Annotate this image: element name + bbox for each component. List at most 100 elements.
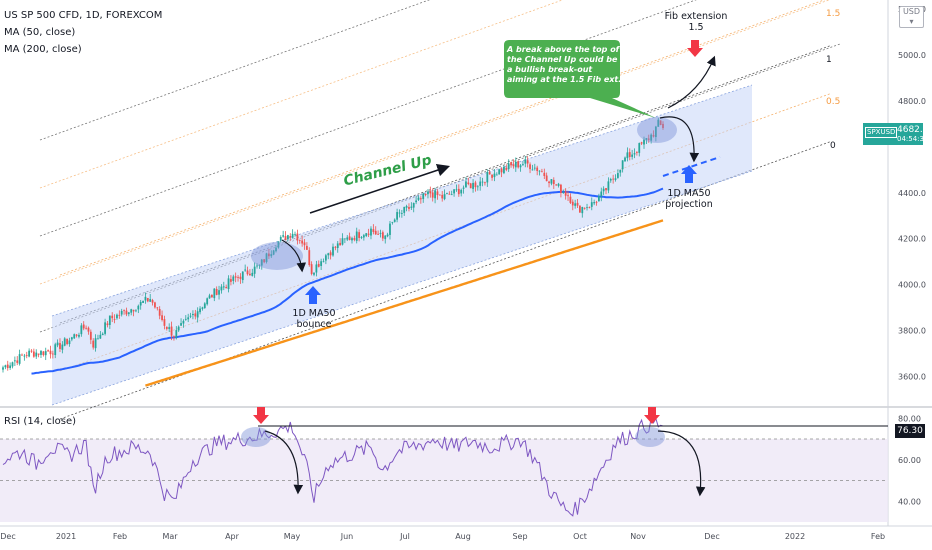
rsi-tick-label: 80.00 xyxy=(898,414,921,423)
candle-body xyxy=(467,182,470,185)
candle-body xyxy=(588,207,591,209)
channel-top-line xyxy=(51,84,753,317)
candle-body xyxy=(184,318,187,320)
callout-bubble xyxy=(504,40,656,118)
candle-body xyxy=(42,351,45,356)
candle-body xyxy=(536,167,539,172)
candle-body xyxy=(80,325,83,335)
candle-body xyxy=(351,238,353,241)
candle-body xyxy=(6,364,9,369)
candle-body xyxy=(514,161,517,168)
candle-body xyxy=(40,350,42,355)
candle-body xyxy=(422,193,425,200)
candle-body xyxy=(4,365,7,368)
fib-parallel-line xyxy=(39,0,564,189)
candle-body xyxy=(465,181,467,188)
candle-body xyxy=(220,286,223,291)
ma200-legend: MA (200, close) xyxy=(4,44,82,55)
candle-body xyxy=(343,238,346,240)
ma50-projection-note: 1D MA50 projection xyxy=(660,188,718,210)
fib-line-1.5 xyxy=(59,0,826,276)
candle-body xyxy=(474,182,477,188)
candle-body xyxy=(327,253,330,256)
price-tick-label: 5000.0 xyxy=(898,51,926,60)
candle-body xyxy=(362,235,365,238)
candle-body xyxy=(108,315,111,325)
candle-body xyxy=(203,303,206,309)
candle-body xyxy=(51,353,54,355)
candle-body xyxy=(286,235,289,240)
rsi-tick-label: 40.00 xyxy=(898,497,921,506)
candle-body xyxy=(230,279,232,282)
candle-body xyxy=(379,233,382,234)
candle-body xyxy=(25,354,28,356)
price-tick-label: 4800.0 xyxy=(898,97,926,106)
candle-body xyxy=(54,344,57,356)
time-tick-label: Feb xyxy=(113,532,127,541)
candle-body xyxy=(151,300,154,303)
candle-body xyxy=(358,232,361,238)
candle-body xyxy=(469,183,472,189)
candle-body xyxy=(222,286,225,288)
price-tick-label: 4000.0 xyxy=(898,281,926,290)
candle-body xyxy=(512,164,515,167)
candle-body xyxy=(170,326,173,336)
ma50-bounce-title: 1D MA50 xyxy=(292,308,336,319)
rsi-highlight-ellipse xyxy=(635,427,665,447)
candle-body xyxy=(97,338,99,340)
candle-body xyxy=(118,314,121,316)
fib-parallel-line xyxy=(39,0,831,285)
candle-body xyxy=(272,250,275,255)
candle-body xyxy=(156,307,159,309)
candle-body xyxy=(657,119,660,127)
time-tick-label: May xyxy=(284,532,301,541)
candle-body xyxy=(408,206,410,209)
candle-body xyxy=(391,221,394,223)
candle-body xyxy=(218,290,220,295)
candle-body xyxy=(23,355,26,357)
time-tick-label: Jun xyxy=(340,532,354,541)
candle-body xyxy=(270,254,273,257)
candle-body xyxy=(47,350,50,352)
candle-body xyxy=(265,253,268,262)
candle-body xyxy=(631,154,634,157)
candle-body xyxy=(32,351,35,357)
candle-body xyxy=(260,259,263,266)
currency-selector[interactable]: USD ▾ xyxy=(899,6,924,28)
candle-body xyxy=(99,334,102,339)
candle-body xyxy=(597,196,600,202)
ma50-bounce-sub: bounce xyxy=(296,319,332,330)
time-tick-label: Nov xyxy=(630,532,646,541)
candle-body xyxy=(493,173,496,178)
candle-body xyxy=(590,202,593,207)
candle-body xyxy=(635,152,638,153)
time-tick-label: Dec xyxy=(0,532,15,541)
candle-body xyxy=(370,228,372,236)
candle-body xyxy=(647,138,650,140)
candle-body xyxy=(301,240,304,244)
candle-body xyxy=(125,310,128,315)
candle-body xyxy=(633,153,636,155)
candle-body xyxy=(619,169,622,173)
candle-body xyxy=(593,202,596,204)
candle-body xyxy=(315,264,318,273)
candle-body xyxy=(208,295,211,299)
candle-body xyxy=(524,159,527,164)
candle-body xyxy=(548,181,550,184)
time-tick-label: Dec xyxy=(704,532,719,541)
candle-body xyxy=(329,252,332,256)
candle-body xyxy=(237,277,239,278)
candle-body xyxy=(163,319,166,326)
candle-body xyxy=(659,120,662,126)
top-highlight-ellipse xyxy=(637,117,677,143)
time-tick-label: Sep xyxy=(512,532,527,541)
pullback-arrow xyxy=(281,239,307,273)
ma50-projection-sub: projection xyxy=(665,199,713,210)
channel-bottom-line xyxy=(51,170,753,406)
candle-body xyxy=(116,314,118,319)
candle-body xyxy=(310,264,313,274)
candle-body xyxy=(120,310,123,315)
candle-body xyxy=(571,201,574,206)
candle-body xyxy=(438,194,441,196)
candle-body xyxy=(583,207,586,209)
